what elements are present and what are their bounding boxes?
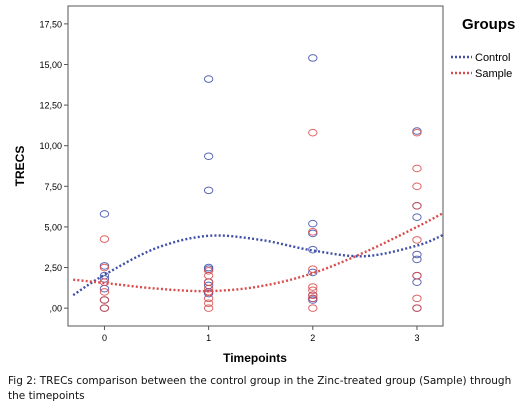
sample-point <box>412 304 422 312</box>
sample-point <box>412 271 422 280</box>
y-tick-label: 10,00 <box>39 141 62 151</box>
sample-point <box>308 294 318 303</box>
sample-point <box>203 304 214 312</box>
control-point <box>99 210 110 218</box>
sample-point <box>412 164 422 173</box>
x-tick-label: 2 <box>310 333 315 343</box>
y-tick-label: 2,50 <box>44 263 62 273</box>
control-fit-line <box>72 233 444 297</box>
sample-point <box>99 296 110 304</box>
control-point <box>203 152 214 161</box>
sample-point <box>203 299 214 308</box>
y-tick-label: 7,50 <box>44 182 62 192</box>
sample-point <box>412 236 422 244</box>
sample-point <box>308 128 318 137</box>
y-tick-label: 15,00 <box>39 60 62 70</box>
fit-lines <box>72 212 444 297</box>
control-point <box>203 75 214 83</box>
data-points <box>99 54 422 312</box>
y-tick-label: ,00 <box>49 304 62 314</box>
control-point <box>308 54 318 62</box>
sample-point <box>412 182 422 191</box>
sample-point <box>99 235 110 243</box>
control-point <box>412 250 422 259</box>
figure-caption: Fig 2: TRECs comparison between the cont… <box>8 375 512 402</box>
sample-point <box>203 266 214 275</box>
sample-point <box>308 265 318 273</box>
legend-sample-label: Sample <box>475 68 512 80</box>
sample-point <box>99 278 110 286</box>
sample-point <box>99 263 110 272</box>
sample-point <box>412 201 422 210</box>
sample-point <box>308 283 318 291</box>
control-point <box>412 255 422 264</box>
sample-point <box>412 294 422 303</box>
sample-point <box>99 304 110 312</box>
y-axis-label: TRECS <box>13 146 27 187</box>
sample-point <box>308 304 318 312</box>
sample-point <box>203 294 214 303</box>
scatter-chart: ,00 2,50 5,00 7,50 10,00 12,50 15,00 17,50 0 1 2 3… <box>13 5 515 365</box>
x-tick-label: 3 <box>414 333 419 343</box>
y-tick-label: 5,00 <box>44 222 62 232</box>
x-tick-label: 0 <box>102 333 107 343</box>
sample-point <box>308 286 318 295</box>
y-axis: ,00 2,50 5,00 7,50 10,00 12,50 15,00 17,50 <box>39 19 68 314</box>
legend: Groups Control Sample <box>451 16 515 80</box>
legend-control-label: Control <box>475 52 510 64</box>
control-point <box>308 219 318 228</box>
control-point <box>412 213 422 221</box>
legend-title: Groups <box>462 16 515 33</box>
y-tick-label: 17,50 <box>39 19 62 29</box>
sample-point <box>412 128 422 137</box>
x-axis-label: Timepoints <box>223 351 287 365</box>
sample-point <box>99 288 110 296</box>
x-tick-label: 1 <box>206 333 211 343</box>
x-axis: 0 1 2 3 <box>102 326 419 343</box>
sample-point <box>308 227 318 236</box>
sample-fit-line <box>73 212 444 293</box>
plot-area <box>67 5 444 327</box>
control-point <box>308 245 318 254</box>
sample-point <box>308 291 318 299</box>
control-point <box>203 186 214 195</box>
control-point <box>308 268 318 277</box>
y-tick-label: 12,50 <box>39 101 62 111</box>
